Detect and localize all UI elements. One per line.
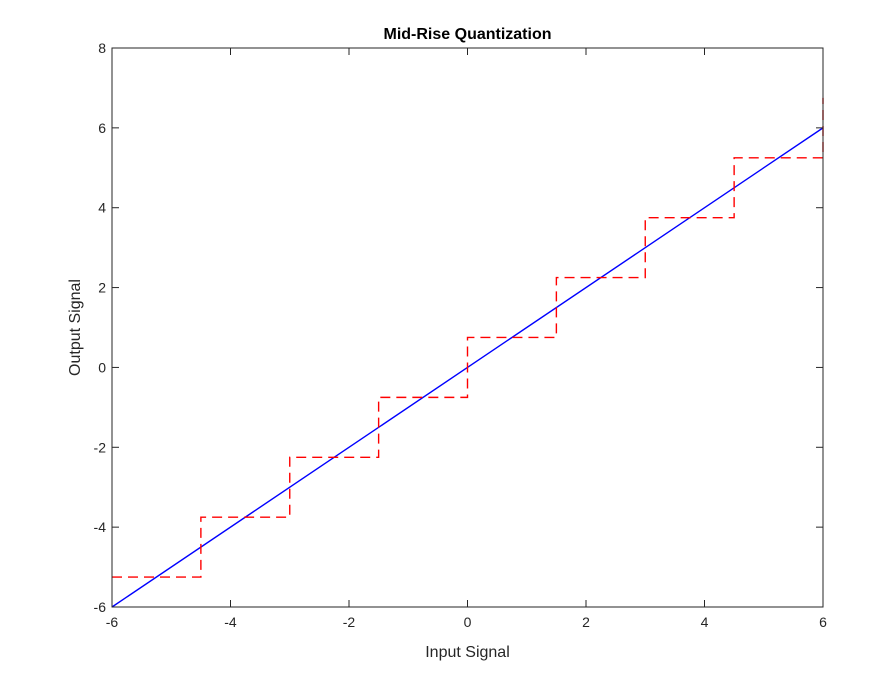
plot-area [112,48,823,607]
chart-title: Mid-Rise Quantization [384,26,552,43]
y-tick-label: 2 [98,280,106,296]
x-tick-label: 0 [464,614,472,630]
y-tick-label: -4 [94,519,107,535]
quantized-output-line [112,97,824,578]
x-tick-label: -2 [343,614,356,630]
x-tick-label: -6 [106,614,119,630]
x-tick-label: -4 [224,614,237,630]
x-tick-labels: -6 -4 -2 0 2 4 6 [106,614,827,630]
x-tick-label: 4 [701,614,709,630]
y-tick-label: 8 [98,40,106,56]
y-tick-label: -6 [94,599,107,615]
y-tick-label: 4 [98,200,106,216]
y-tick-labels: -6 -4 -2 0 2 4 6 8 [94,40,107,615]
y-tick-label: -2 [94,439,107,455]
y-tick-label: 6 [98,120,106,136]
series-layer [111,97,824,608]
y-tick-label: 0 [98,359,106,375]
tick-layer [111,47,824,608]
x-tick-label: 2 [582,614,590,630]
x-axis-label: Input Signal [425,644,510,661]
y-axis-label: Output Signal [67,279,84,376]
x-tick-label: 6 [819,614,827,630]
